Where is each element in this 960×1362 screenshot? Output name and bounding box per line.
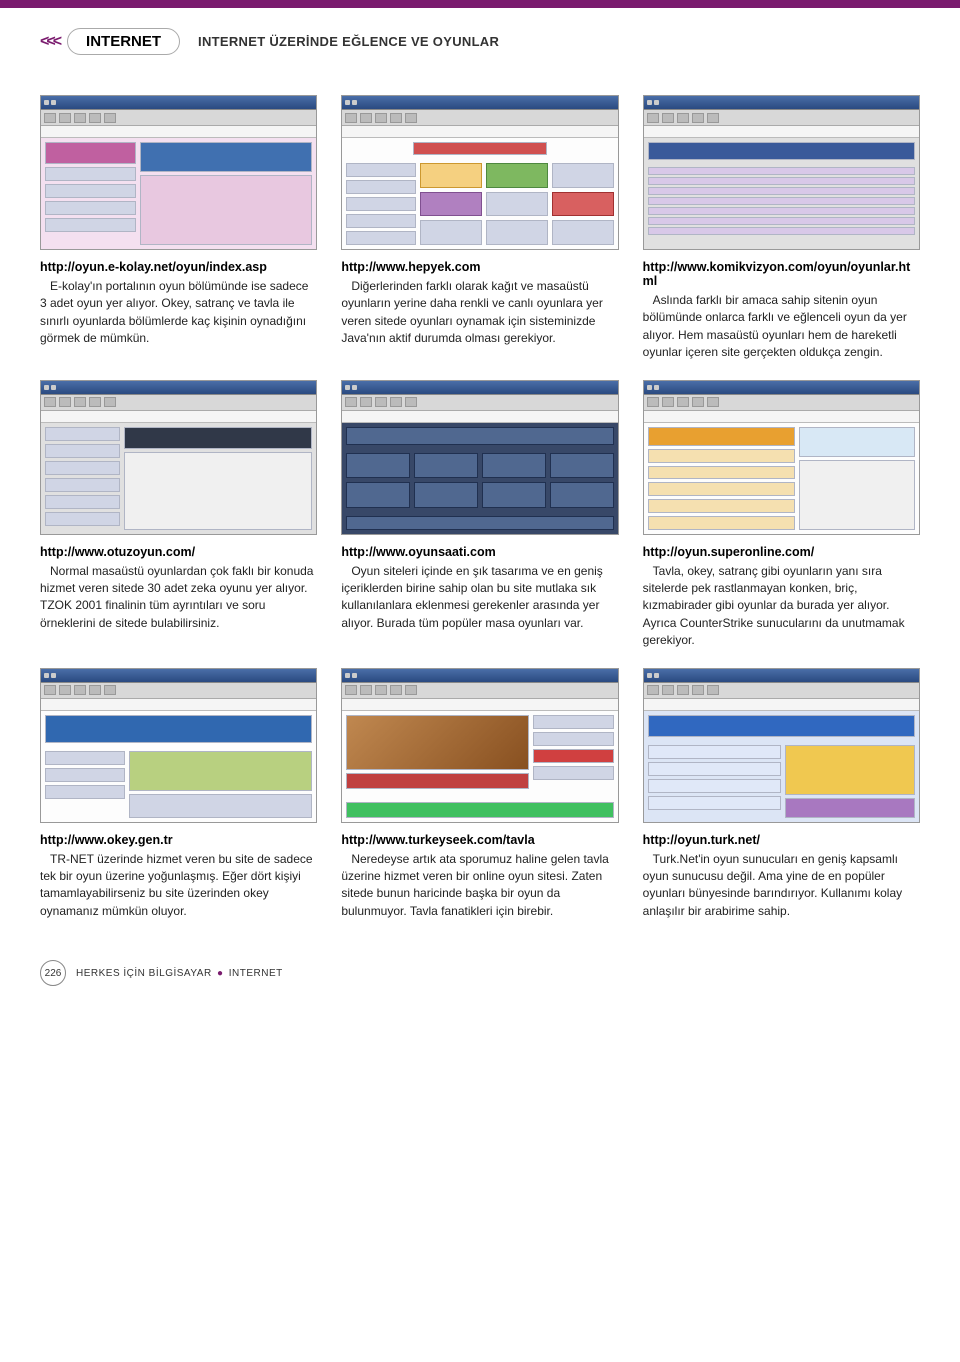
screenshot-thumbnail [341, 668, 618, 823]
screenshot-thumbnail [341, 95, 618, 250]
screenshot-thumbnail [40, 668, 317, 823]
page-header: <<< INTERNET INTERNET ÜZERİNDE EĞLENCE V… [0, 8, 960, 65]
entry-url: http://oyun.turk.net/ [643, 833, 920, 847]
screenshot-thumbnail [643, 668, 920, 823]
back-arrows-icon: <<< [40, 33, 59, 51]
entry-description: Neredeyse artık ata sporumuz haline gele… [341, 851, 618, 921]
footer-book-title: HERKES İÇİN BİLGİSAYAR [76, 968, 212, 979]
entries-grid: http://oyun.e-kolay.net/oyun/index.asp E… [0, 65, 960, 920]
entry-description: Turk.Net'in oyun sunucuları en geniş kap… [643, 851, 920, 921]
site-entry: http://www.oyunsaati.com Oyun siteleri i… [341, 380, 618, 650]
entry-description: Normal masaüstü oyunlardan çok faklı bir… [40, 563, 317, 633]
top-purple-bar [0, 0, 960, 8]
entry-url: http://www.komikvizyon.com/oyun/oyunlar.… [643, 260, 920, 288]
entry-description: Tavla, okey, satranç gibi oyunların yanı… [643, 563, 920, 650]
entry-description: Diğerlerinden farklı olarak kağıt ve mas… [341, 278, 618, 348]
site-entry: http://www.okey.gen.tr TR-NET üzerinde h… [40, 668, 317, 921]
site-entry: http://www.turkeyseek.com/tavla Neredeys… [341, 668, 618, 921]
entry-url: http://www.okey.gen.tr [40, 833, 317, 847]
section-tab: <<< INTERNET [40, 28, 180, 55]
section-label: INTERNET [67, 28, 180, 55]
article-title: INTERNET ÜZERİNDE EĞLENCE VE OYUNLAR [198, 34, 499, 49]
entry-description: Oyun siteleri içinde en şık tasarıma ve … [341, 563, 618, 633]
site-entry: http://www.hepyek.com Diğerlerinden fark… [341, 95, 618, 362]
entry-url: http://oyun.e-kolay.net/oyun/index.asp [40, 260, 317, 274]
site-entry: http://www.komikvizyon.com/oyun/oyunlar.… [643, 95, 920, 362]
entry-description: TR-NET üzerinde hizmet veren bu site de … [40, 851, 317, 921]
site-entry: http://oyun.superonline.com/ Tavla, okey… [643, 380, 920, 650]
footer-section: INTERNET [229, 968, 283, 979]
screenshot-thumbnail [341, 380, 618, 535]
screenshot-thumbnail [40, 95, 317, 250]
entry-url: http://oyun.superonline.com/ [643, 545, 920, 559]
screenshot-thumbnail [40, 380, 317, 535]
site-entry: http://www.otuzoyun.com/ Normal masaüstü… [40, 380, 317, 650]
site-entry: http://oyun.e-kolay.net/oyun/index.asp E… [40, 95, 317, 362]
site-entry: http://oyun.turk.net/ Turk.Net'in oyun s… [643, 668, 920, 921]
entry-url: http://www.otuzoyun.com/ [40, 545, 317, 559]
entry-description: E-kolay'ın portalının oyun bölümünde ise… [40, 278, 317, 348]
footer-text: HERKES İÇİN BİLGİSAYAR ● INTERNET [76, 968, 283, 979]
page-number: 226 [40, 960, 66, 986]
bullet-icon: ● [217, 968, 224, 979]
screenshot-thumbnail [643, 95, 920, 250]
screenshot-thumbnail [643, 380, 920, 535]
entry-url: http://www.turkeyseek.com/tavla [341, 833, 618, 847]
entry-description: Aslında farklı bir amaca sahip sitenin o… [643, 292, 920, 362]
page-footer: 226 HERKES İÇİN BİLGİSAYAR ● INTERNET [0, 920, 960, 1006]
entry-url: http://www.oyunsaati.com [341, 545, 618, 559]
entry-url: http://www.hepyek.com [341, 260, 618, 274]
